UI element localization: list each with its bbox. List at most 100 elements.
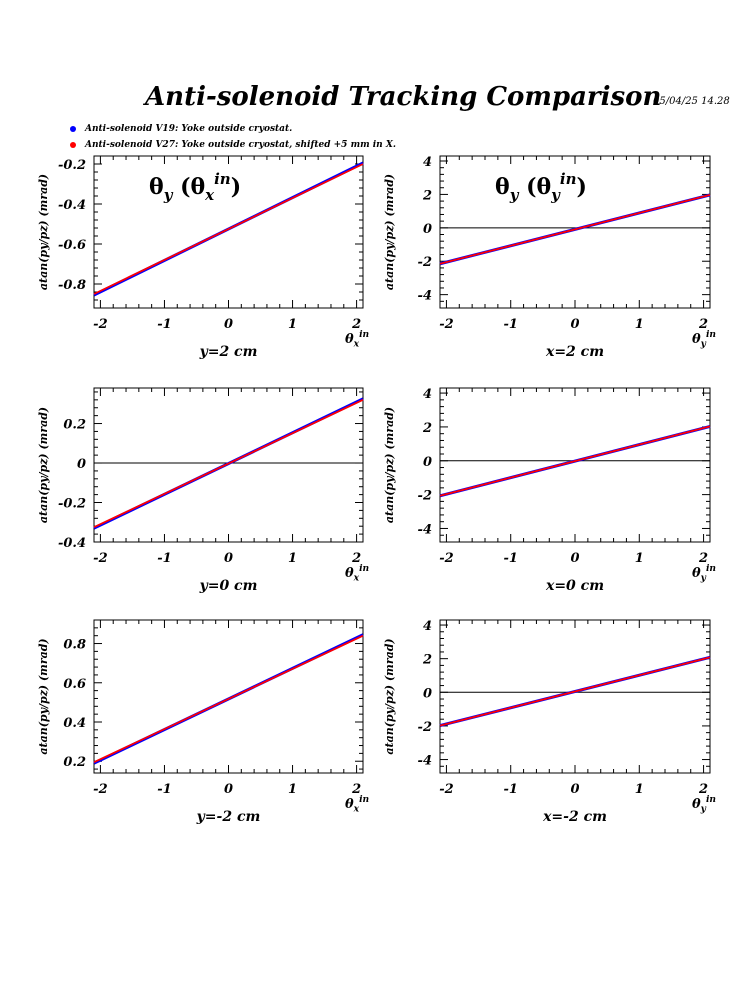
x-tick-label: -2 <box>93 317 107 332</box>
y-tick-label: -4 <box>418 754 432 769</box>
y-axis-label: atan(py/pz) (mrad) <box>383 174 396 290</box>
y-axis-label: atan(py/pz) (mrad) <box>383 407 396 523</box>
y-tick-label: -0.8 <box>58 278 86 293</box>
x-tick-label: -2 <box>93 551 107 566</box>
x-tick-label: -1 <box>503 551 517 566</box>
y-tick-label: -0.4 <box>58 198 86 213</box>
y-tick-label: 0.8 <box>63 638 86 653</box>
x-tick-label: -1 <box>157 317 171 332</box>
y-tick-label: -2 <box>418 489 432 504</box>
y-tick-label: 0 <box>77 457 86 472</box>
y-tick-label: 2 <box>422 421 432 436</box>
y-tick-label: 0.2 <box>63 418 86 433</box>
x-tick-label: 0 <box>570 317 579 332</box>
x-tick-label: 2 <box>351 317 361 332</box>
panel-title: θy (θyin) <box>495 170 587 204</box>
condition-label: x=0 cm <box>545 578 604 594</box>
series-line-v27 <box>93 399 364 529</box>
legend-item-v27: Anti-solenoid V27: Yoke outside cryostat… <box>70 140 396 150</box>
y-tick-label: -0.2 <box>58 158 86 173</box>
legend-marker-v27 <box>70 141 76 148</box>
y-tick-label: 0.4 <box>63 716 86 731</box>
y-tick-label: 4 <box>423 155 432 170</box>
chart-panel-bottom-right: -2 -1 0 1 2 -4 -2 0 2 4 atan(py/pz) (mrad) θyin x=-2… <box>383 619 716 825</box>
page-title: Anti-solenoid Tracking Comparison <box>145 82 662 112</box>
y-tick-label: -2 <box>418 255 432 270</box>
y-tick-label: -4 <box>418 289 432 304</box>
x-tick-label: 1 <box>288 317 297 332</box>
condition-label: x=-2 cm <box>542 809 607 825</box>
x-axis-label: θxin <box>345 794 370 814</box>
x-tick-label: -2 <box>439 782 453 797</box>
x-axis-label: θxin <box>345 563 370 583</box>
chart-panel-middle-right: -2 -1 0 1 2 -4 -2 0 2 4 atan(py/pz) (mrad) θyin x=0 … <box>383 387 716 594</box>
condition-label: y=0 cm <box>199 578 258 594</box>
x-tick-label: 1 <box>635 551 644 566</box>
condition-label: y=-2 cm <box>196 809 261 825</box>
y-tick-label: 0 <box>423 222 432 237</box>
x-tick-label: -1 <box>157 551 171 566</box>
y-tick-label: 0 <box>423 455 432 470</box>
x-tick-label: 2 <box>351 551 361 566</box>
plot-frame <box>93 619 364 774</box>
y-tick-label: -4 <box>418 522 432 537</box>
x-tick-label: 2 <box>351 782 361 797</box>
condition-label: y=2 cm <box>199 344 258 360</box>
y-tick-label: -0.4 <box>58 536 86 551</box>
x-tick-label: -1 <box>503 317 517 332</box>
x-tick-label: 0 <box>224 782 233 797</box>
series-line-v27 <box>93 634 364 764</box>
x-tick-label: -1 <box>503 782 517 797</box>
legend-label-v27: Anti-solenoid V27: Yoke outside cryostat… <box>85 140 396 150</box>
condition-label: x=2 cm <box>545 344 604 360</box>
x-tick-label: -2 <box>439 317 453 332</box>
x-tick-label: 0 <box>224 551 233 566</box>
y-tick-label: 0.6 <box>63 677 86 692</box>
y-tick-label: -2 <box>418 720 432 735</box>
x-tick-label: 1 <box>288 551 297 566</box>
y-tick-label: -0.2 <box>58 497 86 512</box>
x-tick-label: 2 <box>698 782 708 797</box>
x-tick-label: 1 <box>635 317 644 332</box>
x-tick-label: -2 <box>439 551 453 566</box>
plot-frame <box>439 387 711 543</box>
x-axis-label: θyin <box>692 794 716 814</box>
plot-frame <box>439 619 711 774</box>
y-axis-label: atan(py/pz) (mrad) <box>37 638 50 754</box>
y-tick-label: 2 <box>422 188 432 203</box>
x-axis-label: θyin <box>692 563 716 583</box>
y-tick-label: 4 <box>423 619 432 634</box>
x-tick-label: 1 <box>635 782 644 797</box>
x-axis-label: θyin <box>692 329 716 349</box>
legend-item-v19: Anti-solenoid V19: Yoke outside cryostat… <box>70 124 292 134</box>
x-tick-label: -2 <box>93 782 107 797</box>
legend-marker-v19 <box>70 125 76 132</box>
y-tick-label: 4 <box>423 387 432 402</box>
series-line-v27 <box>439 194 711 265</box>
y-tick-label: 2 <box>422 653 432 668</box>
datestamp: 05/04/25 14.28 <box>653 96 730 107</box>
x-tick-label: 1 <box>288 782 297 797</box>
panel-title: θy (θxin) <box>149 170 241 204</box>
chart-panel-middle-left: -2 -1 0 1 2 -0.4 -0.2 0 0.2 atan(py/pz) (mrad) θxi… <box>37 387 370 594</box>
legend-label-v19: Anti-solenoid V19: Yoke outside cryostat… <box>85 124 293 134</box>
chart-panel-bottom-left: -2 -1 0 1 2 0.2 0.4 0.6 0.8 atan(py/pz) (mrad) θxi… <box>37 619 370 825</box>
x-tick-label: 0 <box>570 551 579 566</box>
x-axis-label: θxin <box>345 329 370 349</box>
series-line-v27 <box>439 656 711 727</box>
x-tick-label: 2 <box>698 551 708 566</box>
chart-panel-top-right: -2 -1 0 1 2 -4 -2 0 2 4 atan(py/pz) (mrad) θyin x=2 … <box>383 155 716 360</box>
x-tick-label: 0 <box>224 317 233 332</box>
chart-panel-top-left: -2 -1 0 1 2 -0.8 -0.6 -0.4 -0.2 atan(py/pz) (mrad… <box>37 155 370 360</box>
series-line-v27 <box>93 163 364 295</box>
x-tick-label: 2 <box>698 317 708 332</box>
y-axis-label: atan(py/pz) (mrad) <box>383 638 396 754</box>
series-line-v27 <box>439 425 711 497</box>
x-tick-label: 0 <box>570 782 579 797</box>
y-tick-label: 0 <box>423 686 432 701</box>
y-tick-label: 0.2 <box>63 755 86 770</box>
y-tick-label: -0.6 <box>58 238 86 253</box>
y-axis-label: atan(py/pz) (mrad) <box>37 407 50 523</box>
x-tick-label: -1 <box>157 782 171 797</box>
